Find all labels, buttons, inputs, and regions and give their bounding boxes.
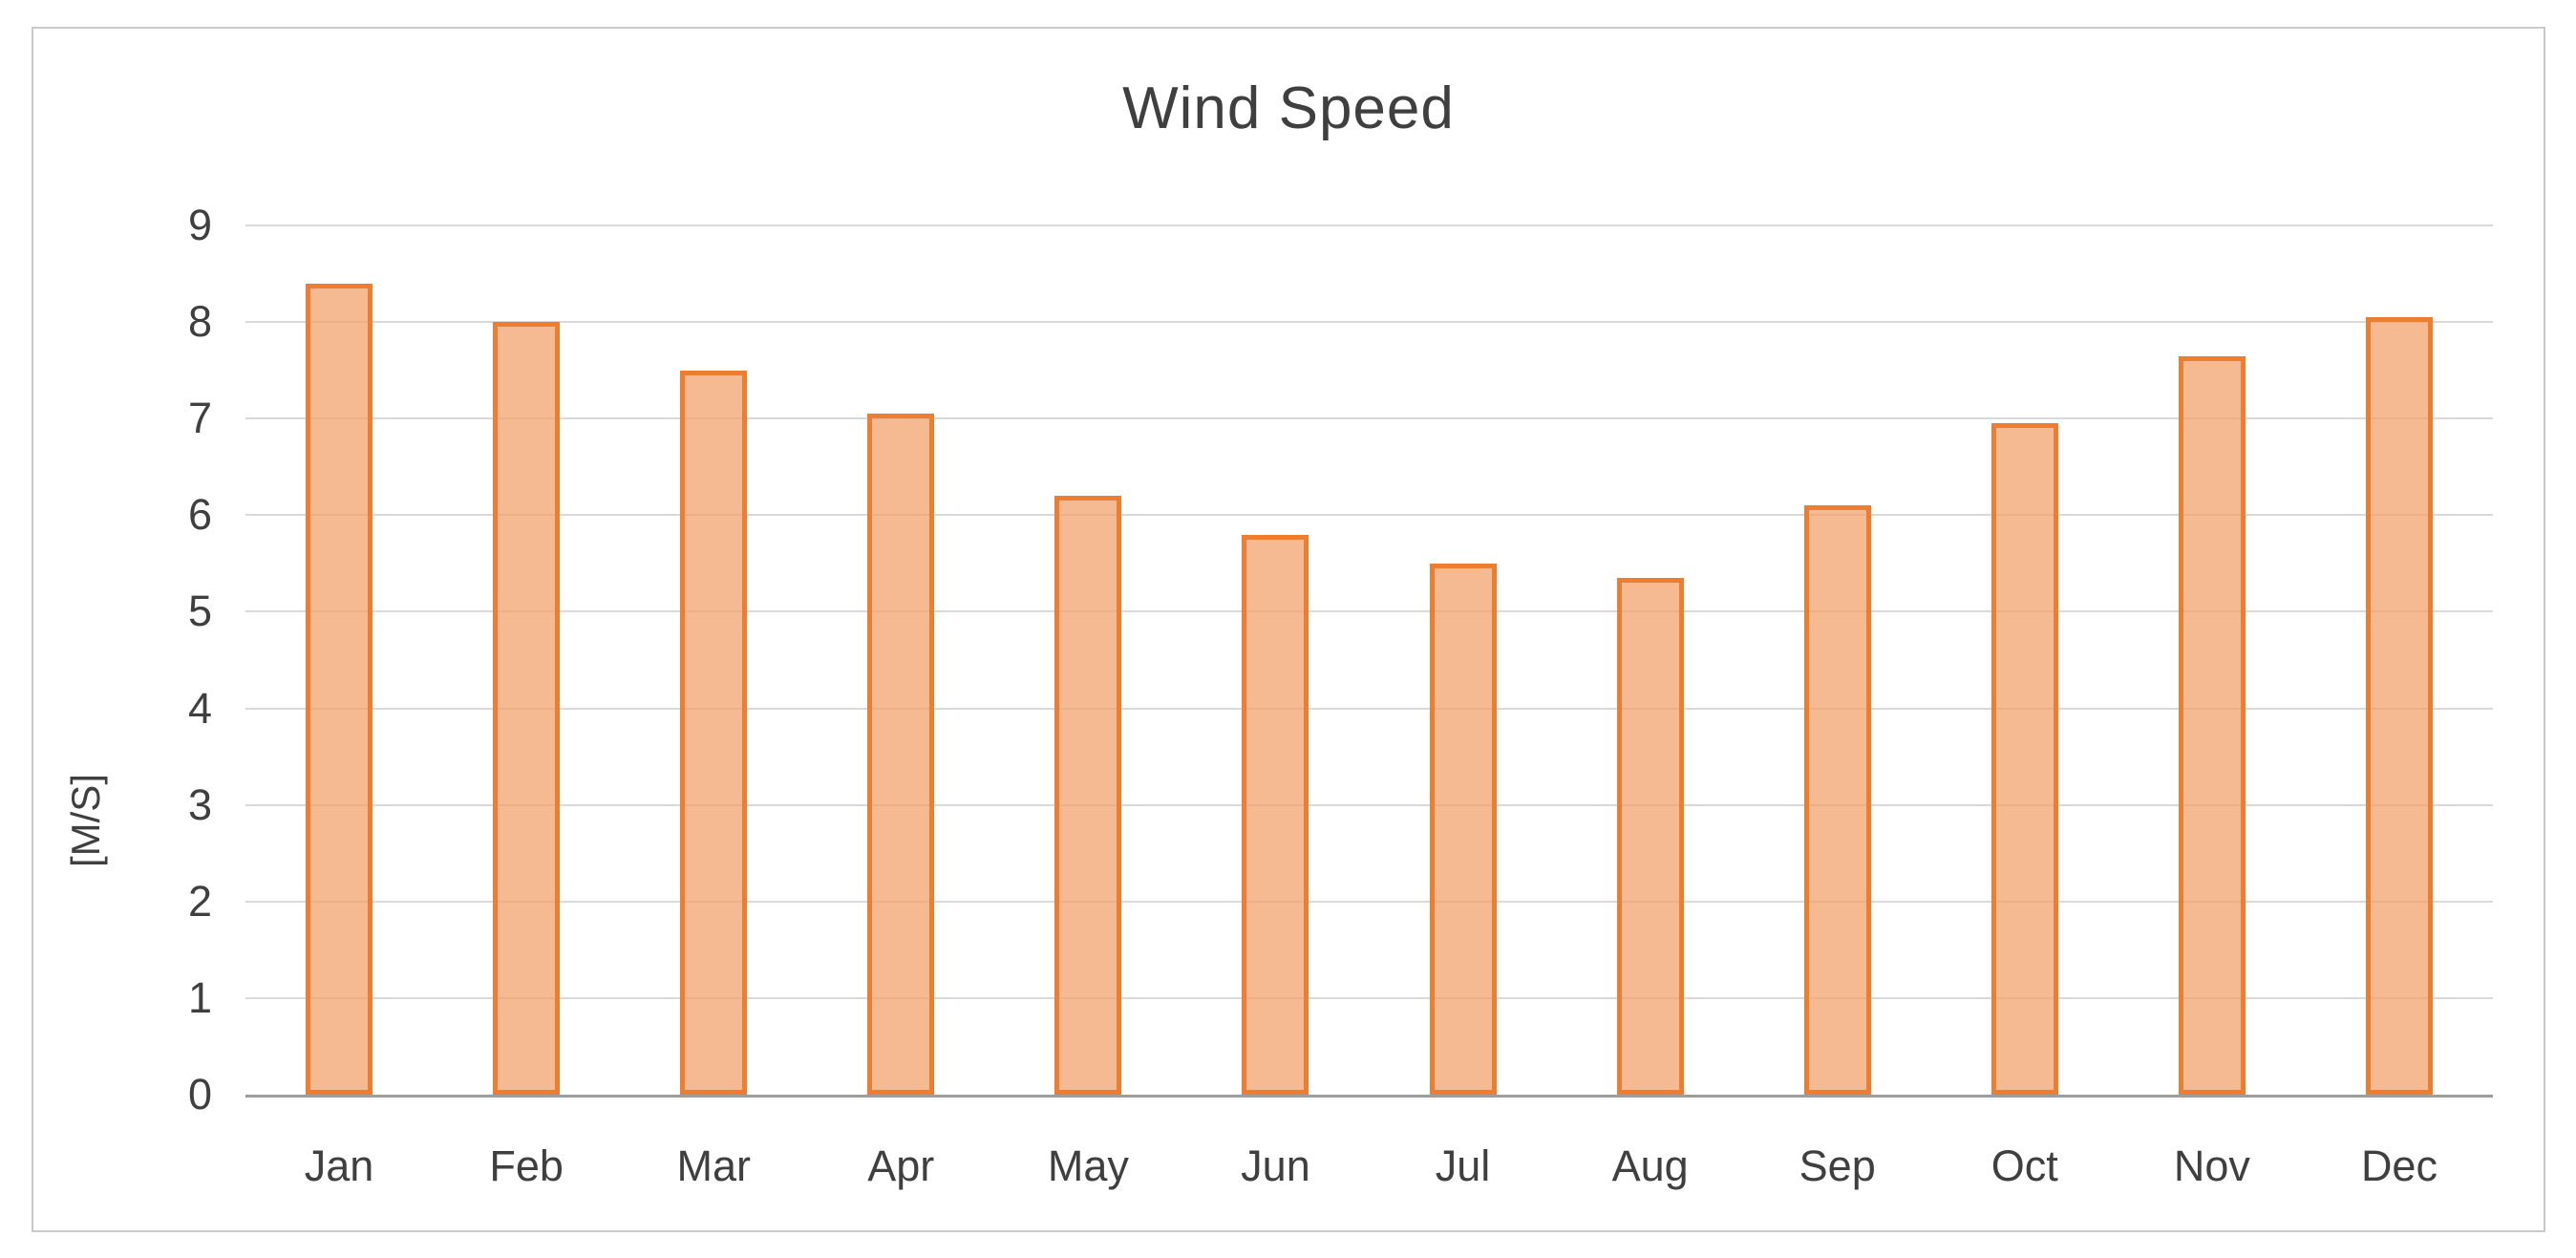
bar-aug [1616, 578, 1684, 1095]
x-tick-label-aug: Aug [1611, 1141, 1689, 1190]
gridline [245, 224, 2493, 226]
x-axis-line [245, 1095, 2493, 1098]
bar-apr [867, 414, 935, 1095]
bar-mar [680, 370, 748, 1095]
gridline [245, 996, 2493, 999]
gridline [245, 417, 2493, 420]
bar-dec [2365, 317, 2433, 1095]
y-tick-label: 8 [187, 297, 212, 347]
x-tick-label-jul: Jul [1435, 1141, 1491, 1190]
y-tick-label: 1 [187, 972, 212, 1022]
y-tick-label: 4 [187, 683, 212, 733]
x-tick-label-apr: Apr [867, 1141, 935, 1190]
x-tick-label-feb: Feb [489, 1141, 564, 1190]
bar-jul [1429, 563, 1497, 1095]
plot-area [245, 224, 2493, 1098]
bar-may [1054, 496, 1122, 1095]
x-tick-label-nov: Nov [2173, 1141, 2250, 1190]
gridline [245, 610, 2493, 613]
bar-oct [1991, 423, 2058, 1095]
x-tick-label-may: May [1047, 1141, 1129, 1190]
x-tick-label-jan: Jan [304, 1141, 374, 1190]
bar-jan [306, 283, 373, 1095]
chart-title: Wind Speed [1122, 75, 1455, 141]
y-axis-ticks: 0 1 2 3 4 5 6 7 8 9 [115, 203, 212, 1116]
bar-jun [1242, 534, 1309, 1095]
x-tick-label-mar: Mar [676, 1141, 751, 1190]
x-tick-label-jun: Jun [1241, 1141, 1310, 1190]
y-tick-label: 9 [187, 201, 212, 249]
y-tick-label: 7 [187, 394, 212, 443]
x-tick-label-oct: Oct [1991, 1141, 2058, 1190]
gridline [245, 707, 2493, 710]
y-tick-label: 0 [187, 1070, 212, 1119]
y-axis-title: [M/S] [63, 774, 108, 868]
gridline [245, 321, 2493, 324]
x-axis-labels: Jan Feb Mar Apr May Jun Jul Aug Sep Oct Nov Dec [245, 1142, 2493, 1200]
x-tick-label-dec: Dec [2360, 1141, 2438, 1190]
y-tick-label: 3 [187, 779, 212, 829]
gridline [245, 514, 2493, 517]
gridline [245, 803, 2493, 806]
x-tick-label-sep: Sep [1799, 1141, 1876, 1190]
y-tick-label: 2 [187, 876, 212, 926]
bar-sep [1803, 505, 1871, 1095]
bar-nov [2178, 355, 2246, 1095]
y-tick-label: 6 [187, 490, 212, 540]
bar-feb [493, 322, 561, 1095]
gridline [245, 900, 2493, 903]
y-tick-label: 5 [187, 586, 212, 636]
